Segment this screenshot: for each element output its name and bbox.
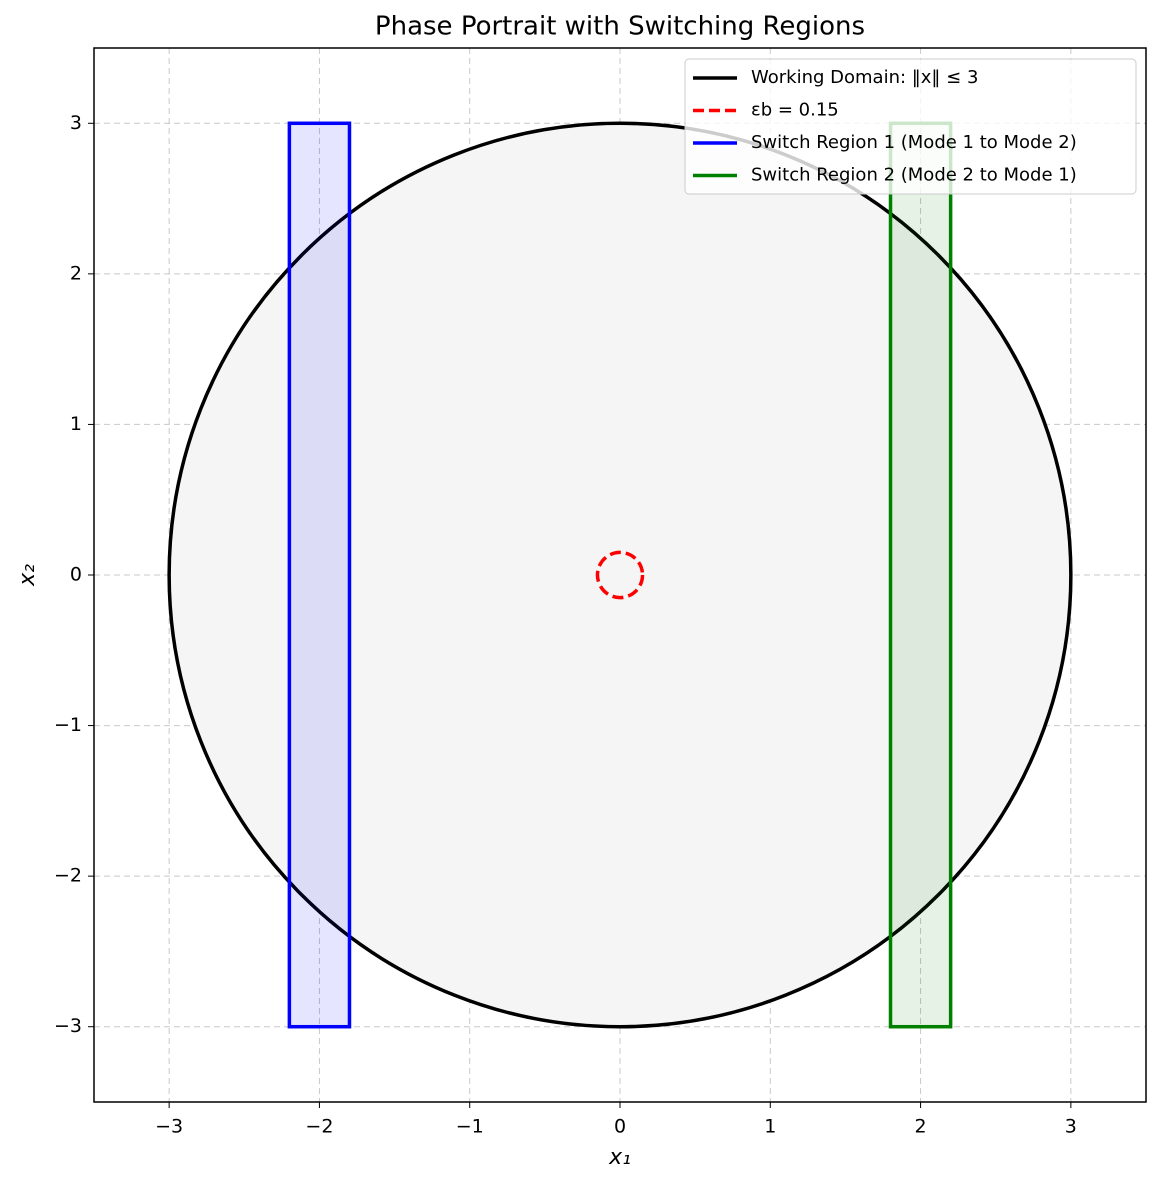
chart-title: Phase Portrait with Switching Regions [375,12,865,42]
x-tick-label: 0 [614,1116,626,1138]
legend-label: εb = 0.15 [751,100,839,121]
x-tick-label: −2 [305,1116,333,1138]
y-tick-label: −3 [54,1015,82,1037]
y-tick-label: −1 [54,714,82,736]
y-tick-label: 0 [70,564,82,586]
y-tick-label: −2 [54,865,82,887]
x-tick-label: 1 [764,1116,776,1138]
y-tick-label: 2 [70,262,82,284]
y-tick-label: 1 [70,413,82,435]
x-axis-label: x₁ [608,1145,631,1170]
x-tick-label: −3 [155,1116,183,1138]
y-axis-label: x₂ [15,564,40,587]
legend-label: Working Domain: ‖x‖ ≤ 3 [751,67,978,88]
switch-region [287,121,352,1029]
x-tick-label: −1 [456,1116,484,1138]
legend-label: Switch Region 1 (Mode 1 to Mode 2) [751,132,1077,153]
y-tick-label: 3 [70,112,82,134]
legend: Working Domain: ‖x‖ ≤ 3 εb = 0.15 Switch R… [684,58,1137,195]
circle-region [167,121,1073,1029]
circle-region [595,550,645,600]
legend-box [684,58,1137,195]
switch-region [888,121,953,1029]
legend-label: Switch Region 2 (Mode 2 to Mode 1) [751,165,1077,186]
x-tick-label: 3 [1065,1116,1077,1138]
plot-frame [93,47,1147,1103]
x-tick-label: 2 [915,1116,927,1138]
